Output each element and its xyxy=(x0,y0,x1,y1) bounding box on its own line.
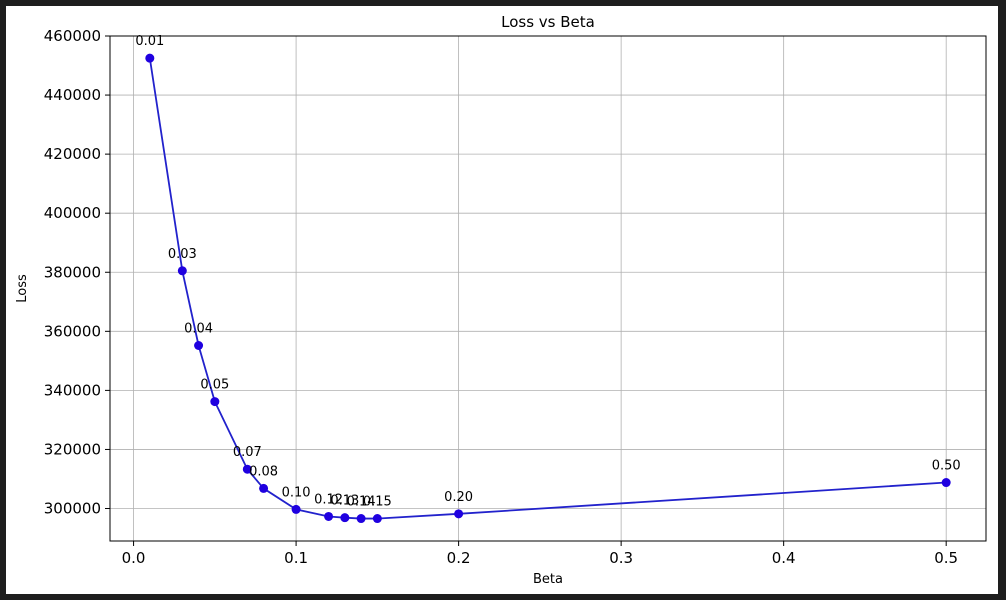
data-point xyxy=(242,464,252,474)
data-point xyxy=(941,478,951,488)
data-point-label: 0.08 xyxy=(249,464,278,479)
x-tick-label: 0.2 xyxy=(447,549,471,567)
x-tick-label: 0.1 xyxy=(284,549,308,567)
plot-area xyxy=(109,35,987,542)
data-labels: 0.01 0.03 0.04 0.05 0.07 0.08 0.10 0.120.130.14… xyxy=(135,34,960,509)
y-tick-label: 360000 xyxy=(44,322,101,340)
data-point-label: 0.50 xyxy=(932,459,961,474)
y-tick-label: 300000 xyxy=(44,500,101,518)
data-point-label: 0.04 xyxy=(184,321,213,336)
chart-title: Loss vs Beta xyxy=(501,13,595,31)
data-point-label: 0.07 xyxy=(233,445,262,460)
data-point xyxy=(145,53,155,63)
data-point xyxy=(372,514,382,524)
data-point-label: 0.05 xyxy=(200,378,229,393)
data-point xyxy=(177,266,187,276)
data-point-label: 0.10 xyxy=(282,485,311,500)
x-tick-label: 0.3 xyxy=(609,549,633,567)
data-point xyxy=(210,397,220,407)
chart-figure: 0.0 0.1 0.2 0.3 0.4 0.5 300000 320000 340000 3600… xyxy=(6,6,998,594)
y-tick-label: 460000 xyxy=(44,27,101,45)
data-point-label: 0.20 xyxy=(444,490,473,505)
data-point-label: 0.12 xyxy=(314,492,343,507)
y-tick-label: 400000 xyxy=(44,204,101,222)
y-axis-label: Loss xyxy=(15,274,30,303)
data-point xyxy=(324,511,334,521)
axis-ticks: 0.0 0.1 0.2 0.3 0.4 0.5 300000 320000 340000 3600… xyxy=(44,27,958,567)
grid xyxy=(110,35,986,541)
x-tick-label: 0.0 xyxy=(122,549,146,567)
data-point xyxy=(194,340,204,350)
data-point xyxy=(259,483,269,493)
y-tick-label: 440000 xyxy=(44,86,101,104)
data-point-label: 0.03 xyxy=(168,247,197,262)
y-tick-label: 380000 xyxy=(44,263,101,281)
data-point-label: 0.01 xyxy=(135,34,164,49)
data-point xyxy=(291,504,301,514)
y-tick-label: 420000 xyxy=(44,145,101,163)
data-point xyxy=(340,513,350,523)
series-line xyxy=(145,53,951,524)
y-tick-label: 340000 xyxy=(44,381,101,399)
x-axis-label: Beta xyxy=(533,572,563,587)
data-point xyxy=(454,509,464,519)
x-tick-label: 0.5 xyxy=(934,549,958,567)
data-point-label: 0.14 xyxy=(347,495,376,510)
data-point-label: 0.15 xyxy=(363,495,392,510)
y-tick-label: 320000 xyxy=(44,440,101,458)
data-point-label: 0.13 xyxy=(330,494,359,509)
data-point xyxy=(356,514,366,524)
line-chart: 0.0 0.1 0.2 0.3 0.4 0.5 300000 320000 340000 3600… xyxy=(15,13,987,587)
x-tick-label: 0.4 xyxy=(772,549,796,567)
